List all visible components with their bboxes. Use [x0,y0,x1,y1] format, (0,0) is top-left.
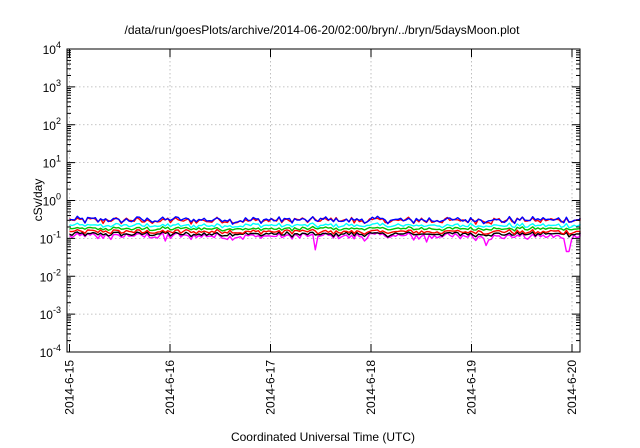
y-tick-label: 10-4 [40,343,61,360]
series-line [69,231,581,253]
x-tick-label: 2014-6-19 [465,360,479,415]
y-tick-label: 10-3 [40,305,61,322]
y-tick-label: 10-2 [40,267,61,284]
series-line [69,225,581,232]
y-tick-label: 100 [43,192,61,209]
y-tick-label: 102 [43,116,61,133]
series-line [69,228,581,235]
x-axis-label: Coordinated Universal Time (UTC) [231,430,415,444]
y-tick-label: 104 [43,40,61,57]
x-tick-label: 2014-6-20 [565,360,579,415]
y-tick-label: 10-1 [40,229,61,246]
x-tick-label: 2014-6-17 [264,360,278,415]
series-line [69,222,581,229]
series-line [69,230,581,238]
y-tick-label: 103 [43,78,61,95]
grid [67,49,580,352]
y-axis-label: cSv/day [31,179,45,222]
series-line [69,215,581,225]
plot-area [69,215,581,253]
chart-title: /data/run/goesPlots/archive/2014-06-20/0… [125,23,521,37]
axis-ticks: 104 103 102 101 100 10-1 10-2 10-3 10-42014-6-15… [40,40,580,415]
y-tick-label: 101 [43,154,61,171]
x-tick-label: 2014-6-16 [163,360,177,415]
x-tick-label: 2014-6-18 [364,360,378,415]
x-tick-label: 2014-6-15 [63,360,77,415]
